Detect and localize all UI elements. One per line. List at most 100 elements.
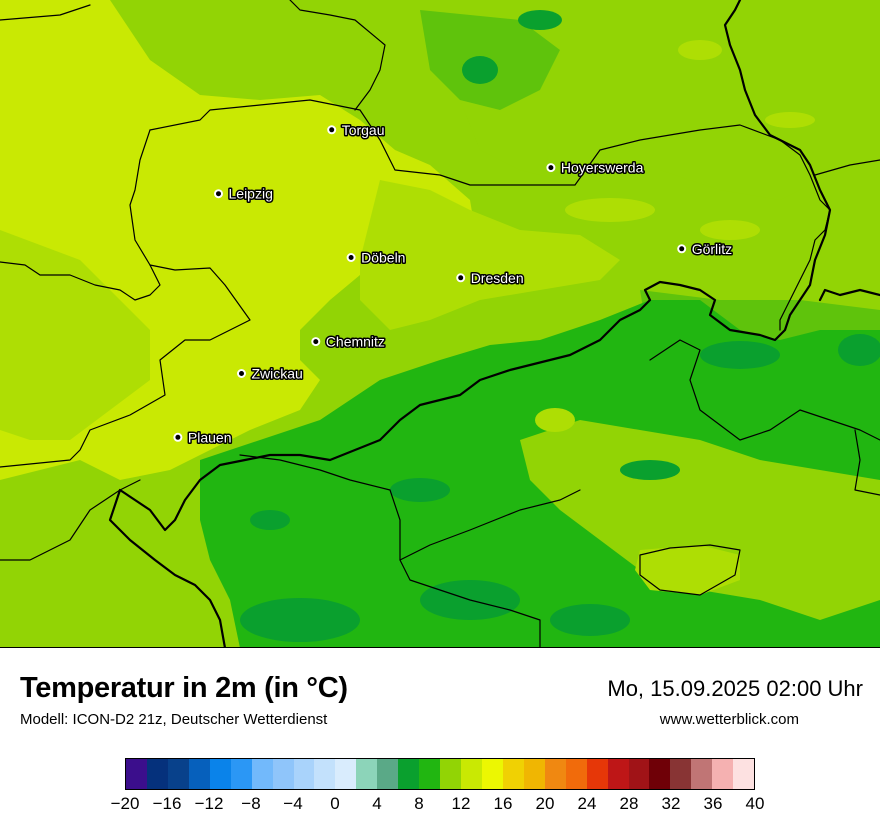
city-marker[interactable]: Torgau [327,120,386,139]
colorbar-segment [230,759,252,789]
city-marker[interactable]: Chemnitz [311,332,386,351]
colorbar-segment [712,759,734,789]
state-border-northwest [0,4,91,21]
colorbar-segment [481,759,503,789]
region-border-czech [649,339,880,441]
colorbar-tick-label: 36 [703,794,723,813]
colorbar-segment [251,759,273,789]
borders [0,0,880,647]
city-label: Zwickau [252,366,303,382]
colorbar-tick-label: −20 [110,794,140,813]
temperature-zone-13c-bohemia [635,545,740,595]
colorbar-segment [670,759,692,789]
city-dot [173,432,183,442]
colorbar-segment [209,759,231,789]
city-dot [311,337,321,347]
temperature-zone-13c-band [0,230,150,440]
colorbar-segment [398,759,420,789]
city-label: Plauen [188,429,232,445]
city-label: Döbeln [361,250,405,266]
temperature-patches-9c [240,10,880,642]
region-border-czech-2 [399,489,581,561]
state-border-northeast [814,159,880,176]
colorbar-tick-label: −12 [194,794,224,813]
national-border-southwest [108,488,226,647]
temperature-zone-12c-northeast [460,0,880,200]
colorbar-segment [126,759,147,789]
colorbar-tick-label: 24 [577,794,597,813]
colorbar-segment [565,759,587,789]
colorbar-segment [188,759,210,789]
city-dot [346,253,356,262]
temperature-map[interactable]: Torgau Hoyerswerda Leipzig Görlitz Döbeln Dre… [0,0,880,648]
colorbar-segment [523,759,545,789]
temperature-zone-13c-central [360,180,620,330]
colorbar-tick-label: 16 [493,794,513,813]
colorbar-tick-label: 12 [451,794,471,813]
colorbar-segment [146,759,168,789]
city-dot [327,125,337,135]
colorbar-segment [167,759,189,789]
colorbar-segment [335,759,357,789]
colorbar-tick-label: −4 [283,794,303,813]
city-marker[interactable]: Dresden [456,268,525,287]
model-info: Modell: ICON-D2 21z, Deutscher Wetterdie… [20,711,328,728]
website-link[interactable]: www.wetterblick.com [659,711,799,728]
city-dot [214,189,223,199]
colorbar-segment [356,759,378,789]
region-border-czech-3 [639,544,741,596]
colorbar-segment [502,759,524,789]
city-marker[interactable]: Hoyerswerda [546,158,645,177]
city-marker[interactable]: Zwickau [237,364,304,383]
state-border-thuringia [0,261,161,301]
national-border-czech [118,0,832,532]
colorbar-segment [607,759,629,789]
state-border-bavaria [0,479,141,561]
city-label: Görlitz [692,241,732,257]
colorbar-segment [461,759,482,789]
city-dot [237,369,246,378]
state-border-north [289,0,386,111]
city-marker[interactable]: Leipzig [214,184,274,203]
city-marker[interactable]: Görlitz [677,239,734,258]
colorbar-tick-label: −16 [152,794,182,813]
colorbar-segment [377,759,399,789]
forecast-datetime: Mo, 15.09.2025 02:00 Uhr [607,676,863,701]
city-label: Dresden [471,270,524,286]
state-border-west [0,129,251,468]
city-marker[interactable]: Döbeln [346,248,407,267]
temperature-colorbar [125,758,755,790]
colorbar-tick-label: 28 [619,794,639,813]
colorbar-segment [272,759,294,789]
city-dot [456,273,466,283]
colorbar-tick-label: 4 [372,794,382,813]
colorbar-segment [440,759,461,789]
colorbar-segment [628,759,650,789]
national-border-poland-east [818,288,880,302]
city-label: Chemnitz [326,334,385,350]
city-label: Leipzig [229,186,273,202]
map-title: Temperatur in 2m (in °C) [20,672,348,704]
city-label: Hoyerswerda [561,160,644,176]
temperature-patches-13c [490,40,815,432]
city-label: Torgau [342,122,385,138]
city-marker[interactable]: Plauen [173,428,233,447]
region-border-czech-5 [854,429,880,496]
colorbar-tick-label: 8 [414,794,424,813]
region-border-czech-4 [239,454,541,647]
colorbar-tick-label: 40 [745,794,765,813]
colorbar-tick-label: 0 [330,794,340,813]
colorbar-segment [419,759,441,789]
colorbar-segment [733,759,755,789]
colorbar-tick-label: −8 [241,794,261,813]
city-dot [546,163,556,173]
colorbar-segment [293,759,315,789]
colorbar-segment [649,759,671,789]
colorbar-segment [544,759,566,789]
state-border-saxony [149,99,831,331]
colorbar-tick-label: 20 [535,794,555,813]
city-layer: Torgau Hoyerswerda Leipzig Görlitz Döbeln Dre… [173,120,734,447]
colorbar-tick-labels: −20 −16 −12 −8 −4 0 4 8 12 16 20 24 28 32 36 40 [111,794,765,818]
colorbar-segment [586,759,608,789]
city-dot [677,244,687,254]
